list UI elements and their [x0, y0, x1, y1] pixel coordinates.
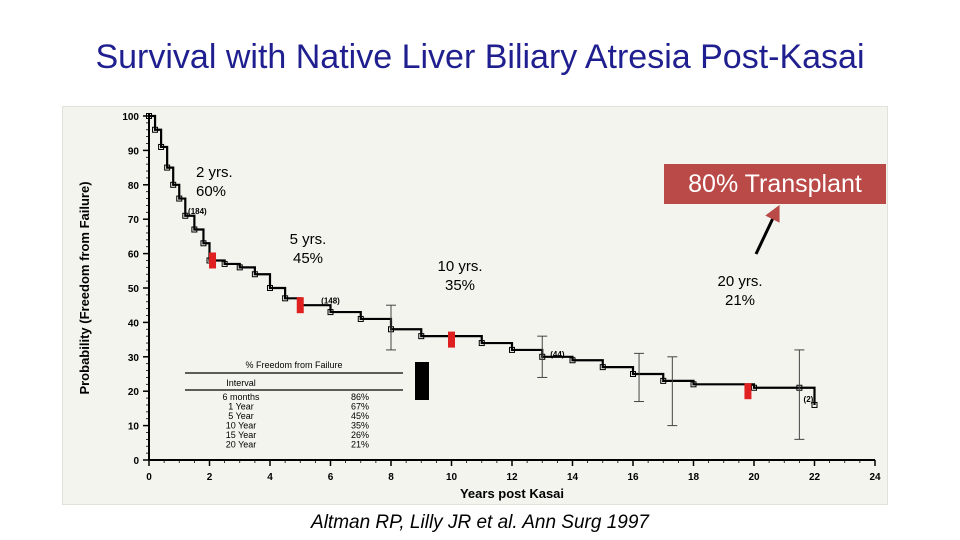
annotation-2-years: 2 yrs. 60%	[196, 163, 233, 201]
y-tick-label: 90	[128, 146, 140, 157]
annotation-5-years: 5 yrs. 45%	[276, 230, 340, 268]
y-tick-label: 30	[128, 353, 140, 364]
censor-mark	[599, 364, 606, 371]
annotation-5-years-value: 45%	[292, 250, 324, 267]
x-tick-label: 12	[506, 472, 518, 483]
slide-title: Survival with Native Liver Biliary Atres…	[95, 38, 865, 76]
table-header: Interval	[226, 378, 256, 388]
red-marker	[448, 331, 455, 348]
black-block	[415, 362, 429, 400]
table-value: 45%	[351, 411, 369, 421]
y-tick-label: 80	[128, 181, 140, 192]
annotation-20-years-label: 20 yrs.	[717, 273, 763, 290]
table-value: 35%	[351, 421, 369, 431]
annotation-10-years-label: 10 yrs.	[437, 258, 483, 275]
annotation-10-years-value: 35%	[444, 277, 476, 294]
count-at-risk-label: (2)	[804, 395, 814, 404]
censor-mark	[327, 309, 334, 316]
y-tick-label: 40	[128, 318, 140, 329]
annotation-5-years-label: 5 yrs.	[289, 231, 327, 248]
red-marker	[209, 252, 217, 269]
count-at-risk-label: (148)	[321, 296, 340, 305]
annotation-20-years: 20 yrs. 21%	[700, 272, 780, 310]
table-value: 26%	[351, 430, 369, 440]
x-tick-label: 22	[809, 472, 821, 483]
table-interval: 5 Year	[228, 411, 254, 421]
censor-mark	[811, 401, 818, 408]
table-value: 86%	[351, 392, 369, 402]
censor-mark	[191, 226, 198, 233]
x-tick-label: 6	[328, 472, 334, 483]
censor-mark	[630, 371, 636, 377]
x-tick-label: 24	[869, 472, 881, 483]
x-tick-label: 14	[567, 472, 579, 483]
x-tick-label: 20	[748, 472, 760, 483]
censor-mark	[267, 285, 273, 291]
annotation-2-years-value: 60%	[196, 183, 227, 200]
censor-mark	[152, 126, 159, 133]
x-tick-label: 8	[388, 472, 394, 483]
x-tick-label: 2	[207, 472, 213, 483]
y-axis-title: Probability (Freedom from Failure)	[77, 181, 92, 394]
count-at-risk-label: (44)	[550, 350, 565, 359]
censor-mark	[176, 195, 183, 202]
y-tick-label: 60	[128, 250, 140, 261]
y-tick-label: 10	[128, 422, 140, 433]
censor-mark	[418, 333, 425, 340]
censor-mark	[690, 381, 697, 388]
table-interval: 1 Year	[228, 402, 254, 412]
table-interval: 6 months	[222, 392, 260, 402]
table-value: 67%	[351, 402, 369, 412]
x-tick-label: 10	[446, 472, 458, 483]
censor-mark	[660, 377, 667, 384]
count-at-risk-label: (184)	[188, 207, 207, 216]
censor-mark	[164, 164, 171, 171]
censor-mark	[509, 346, 515, 353]
x-tick-label: 0	[146, 472, 152, 483]
red-marker	[296, 297, 304, 314]
table-value: 21%	[351, 440, 369, 450]
censor-mark	[221, 260, 228, 267]
citation: Altman RP, Lilly JR et al. Ann Surg 1997	[311, 512, 649, 533]
table-interval: 10 Year	[226, 421, 257, 431]
censor-mark	[170, 181, 177, 188]
censor-mark	[236, 264, 243, 271]
x-tick-label: 4	[267, 472, 273, 483]
censor-mark	[146, 113, 152, 119]
arrow-icon	[754, 204, 780, 255]
table-interval: 20 Year	[226, 440, 257, 450]
transplant-banner: 80% Transplant	[664, 164, 886, 204]
y-tick-label: 50	[128, 284, 140, 295]
censor-mark	[251, 271, 258, 278]
censor-mark	[282, 295, 289, 302]
annotation-2-years-label: 2 yrs.	[196, 164, 233, 181]
censor-mark	[357, 315, 364, 322]
censor-mark	[478, 340, 485, 347]
y-tick-label: 70	[128, 215, 140, 226]
censor-mark	[200, 240, 207, 247]
censor-mark	[182, 212, 189, 219]
table-title: % Freedom from Failure	[245, 360, 342, 370]
y-tick-label: 20	[128, 387, 140, 398]
x-tick-label: 16	[627, 472, 639, 483]
table-interval: 15 Year	[226, 430, 257, 440]
x-axis-title: Years post Kasai	[460, 486, 564, 501]
censor-mark	[569, 357, 576, 364]
red-marker	[744, 383, 752, 400]
x-tick-label: 18	[688, 472, 700, 483]
annotation-20-years-value: 21%	[724, 292, 756, 309]
y-tick-label: 100	[122, 112, 139, 123]
censor-mark	[751, 384, 757, 391]
y-tick-label: 0	[133, 456, 139, 467]
annotation-10-years: 10 yrs. 35%	[420, 257, 500, 295]
censor-mark	[158, 143, 165, 150]
